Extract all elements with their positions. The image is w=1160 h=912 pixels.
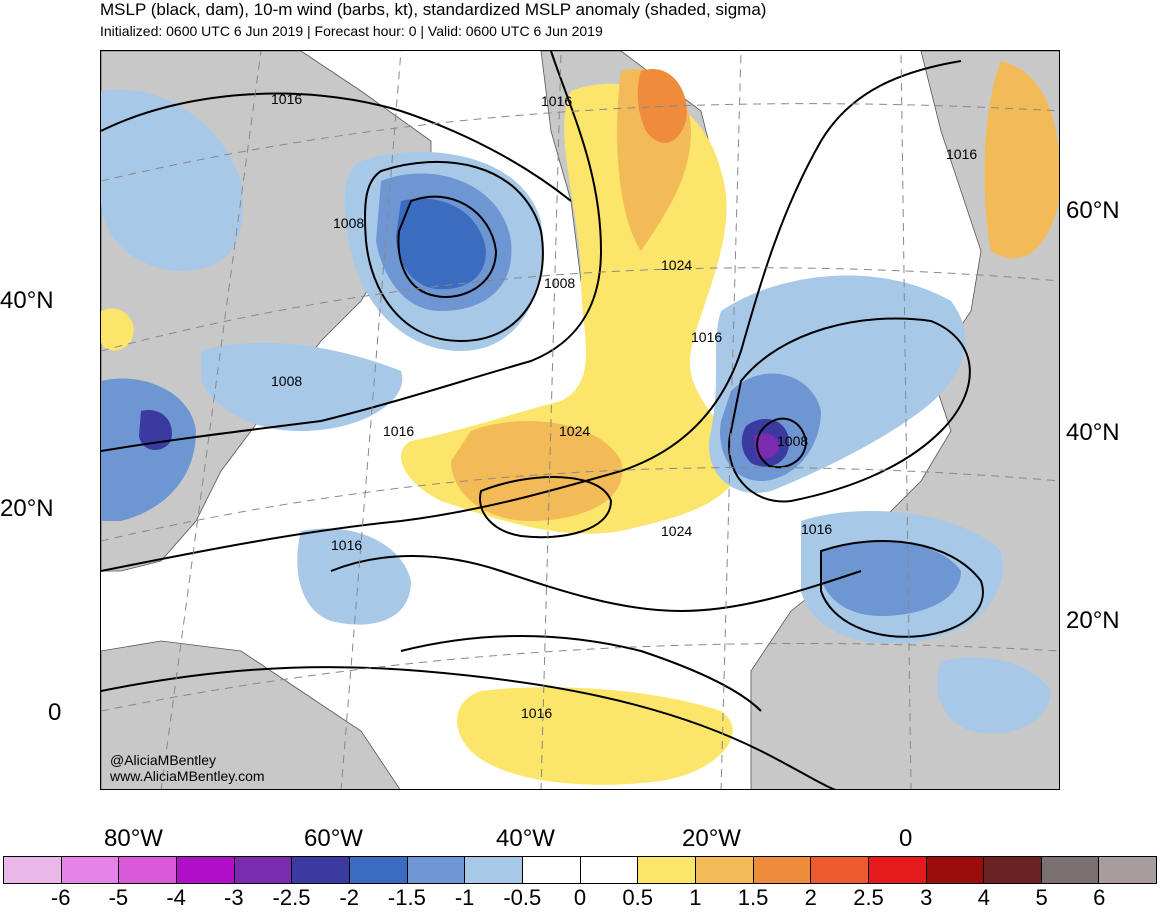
lat-label-right-60n: 60°N	[1066, 197, 1120, 224]
colorbar-cell	[753, 857, 812, 883]
map-canvas	[101, 51, 1059, 789]
colorbar-tick-label: -0.5	[503, 885, 542, 910]
map-title: MSLP (black, dam), 10-m wind (barbs, kt)…	[100, 0, 767, 19]
colorbar-tick-label: 1	[689, 885, 702, 910]
colorbar-cell	[465, 857, 523, 883]
colorbar-cell	[234, 857, 293, 883]
isobar-label: 1008	[777, 433, 809, 449]
colorbar-cell	[1041, 857, 1100, 883]
isobar-label: 1016	[946, 146, 978, 162]
isobar-label: 1016	[541, 93, 573, 109]
isobar-label: 1008	[544, 275, 576, 291]
isobar-label: 1016	[691, 329, 723, 345]
colorbar-cell	[984, 857, 1042, 883]
colorbar-tick-label: -6	[50, 885, 71, 910]
colorbar-cell	[695, 857, 754, 883]
lat-label-left-0: 0	[48, 699, 62, 726]
colorbar-tick-label: -1	[454, 885, 475, 910]
isobar-label: 1008	[271, 373, 303, 389]
colorbar-tick-label: 3	[920, 885, 933, 910]
colorbar-tick-label: -2	[339, 885, 359, 910]
positive-anomalies	[101, 61, 1059, 785]
isobar-label: 1024	[661, 523, 693, 539]
lon-label-0: 0	[899, 825, 913, 852]
colorbar-tick-label: 1.5	[737, 885, 769, 910]
colorbar-tick-label: 0.5	[622, 885, 653, 910]
isobar-label: 1016	[331, 537, 363, 553]
lat-label-left-20n: 20°N	[0, 495, 54, 522]
colorbar-cell	[926, 857, 985, 883]
colorbar-tick-label: -4	[166, 885, 186, 910]
weather-map: 1016 1016 1016 1008 1008 1024 1016 1008 1016 1024…	[100, 50, 1060, 790]
lat-label-left-40n: 40°N	[0, 287, 54, 314]
isobar-label: 1008	[333, 215, 365, 231]
colorbar-tick-label: 6	[1093, 885, 1106, 910]
colorbar-tick-label: -3	[224, 885, 244, 910]
lon-label-20w: 20°W	[682, 825, 741, 852]
isobar-label: 1016	[271, 91, 303, 107]
colorbar-cell	[868, 857, 927, 883]
colorbar-tick-labels: -6 -5 -4 -3 -2.5 -2 -1.5 -1 -0.5 0 0.5 1 1.5 2 2.5 3 4 5 6	[3, 886, 1157, 912]
isobar-label: 1016	[383, 423, 415, 439]
colorbar-cell	[811, 857, 869, 883]
credit-url: www.AliciaMBentley.com	[110, 768, 265, 784]
colorbar-tick-label: -1.5	[387, 885, 426, 910]
colorbar-tick-label: 0	[573, 885, 587, 910]
colorbar-cell	[176, 857, 235, 883]
isobar-label: 1024	[661, 257, 693, 273]
colorbar-tick-label: 2	[804, 885, 817, 910]
isobar-label: 1016	[801, 521, 833, 537]
colorbar-cell	[1099, 857, 1157, 883]
colorbar-cell	[119, 857, 177, 883]
colorbar-cell	[61, 857, 120, 883]
colorbar-cell	[638, 857, 696, 883]
isobars	[101, 51, 984, 789]
graticule	[101, 51, 1059, 789]
anomaly-colorbar	[3, 856, 1157, 884]
colorbar-tick-label: 5	[1035, 885, 1048, 910]
lon-label-40w: 40°W	[496, 825, 555, 852]
colorbar-tick-label: 2.5	[853, 885, 884, 910]
isobar-label: 1024	[559, 423, 591, 439]
lat-label-right-40n: 40°N	[1066, 419, 1120, 446]
lon-label-80w: 80°W	[104, 825, 163, 852]
map-subtitle: Initialized: 0600 UTC 6 Jun 2019 | Forec…	[100, 23, 603, 39]
colorbar-cell	[349, 857, 408, 883]
lat-label-right-20n: 20°N	[1066, 607, 1120, 634]
colorbar-cell	[4, 857, 62, 883]
colorbar-cell	[580, 857, 639, 883]
negative-anomalies	[101, 89, 1051, 734]
credit-handle: @AliciaMBentley	[110, 752, 217, 768]
lon-label-60w: 60°W	[304, 825, 363, 852]
colorbar-cell	[522, 857, 581, 883]
colorbar-tick-label: -2.5	[272, 885, 311, 910]
isobar-label: 1016	[521, 705, 553, 721]
colorbar-tick-label: 4	[977, 885, 991, 910]
colorbar-cell	[292, 857, 350, 883]
colorbar-cell	[407, 857, 466, 883]
colorbar-tick-label: -5	[108, 885, 129, 910]
